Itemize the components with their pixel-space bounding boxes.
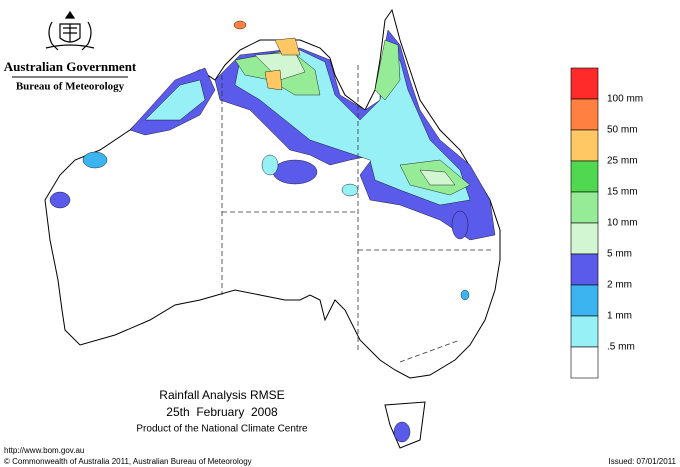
legend-swatch: [570, 253, 599, 286]
legend-label: 50 mm: [607, 125, 638, 136]
legend-label: 25 mm: [607, 156, 638, 167]
legend-label: 2 mm: [607, 280, 632, 291]
rain-areas: [49, 20, 496, 443]
footer-copyright: © Commonwealth of Australia 2011, Austra…: [4, 457, 252, 466]
footer-issued: Issued: 07/01/2011: [609, 457, 677, 466]
legend: 100 mm 50 mm 25 mm 15 mm 10 mm 5 mm 2 mm 1 mm .5…: [570, 67, 643, 379]
legend-swatch: [570, 191, 599, 224]
legend-label: 15 mm: [607, 187, 638, 198]
legend-label: .5 mm: [607, 342, 635, 353]
bureau-name: Bureau of Meteorology: [16, 81, 125, 93]
crest: [45, 10, 95, 51]
state-borders: [221, 65, 492, 363]
government-name: Australian Government: [4, 59, 137, 74]
legend-swatch: [570, 129, 599, 162]
legend-label: 5 mm: [607, 249, 632, 260]
legend-label: 10 mm: [607, 218, 638, 229]
legend-swatch: [570, 160, 599, 193]
legend-swatch: [570, 222, 599, 255]
map: [44, 8, 501, 449]
legend-swatch: [570, 346, 599, 379]
legend-label: 1 mm: [607, 311, 632, 322]
map-credit: Product of the National Climate Centre: [136, 424, 308, 435]
legend-swatch: [570, 67, 599, 100]
legend-swatch: [570, 284, 599, 317]
legend-label: 100 mm: [607, 94, 643, 105]
legend-swatch: [570, 315, 599, 348]
map-date: 25th February 2008: [166, 405, 278, 419]
legend-swatch: [570, 98, 599, 131]
map-title: Rainfall Analysis RMSE: [159, 388, 284, 402]
footer-url: http://www.bom.gov.au: [4, 446, 84, 455]
